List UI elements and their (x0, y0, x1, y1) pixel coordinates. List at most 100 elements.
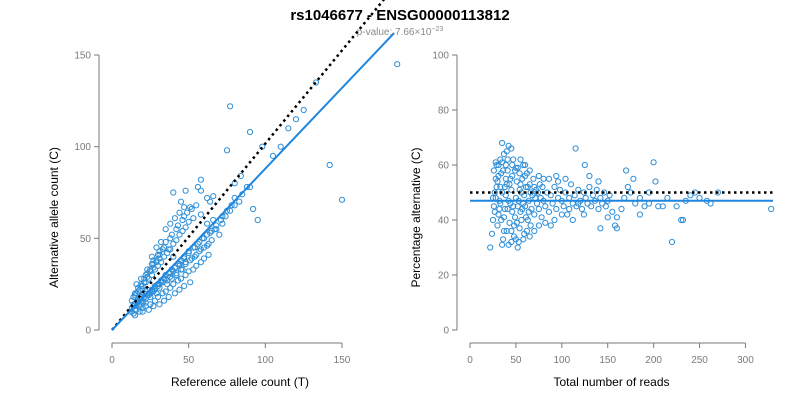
right-data-point (609, 208, 616, 215)
left-data-point (191, 253, 198, 260)
left-data-point (176, 231, 183, 238)
left-data-point (173, 237, 180, 244)
left-data-point (144, 273, 151, 280)
left-data-point (285, 125, 292, 132)
left-data-point (394, 61, 401, 68)
left-data-point (207, 198, 214, 205)
left-data-point (326, 161, 333, 169)
pvalue-exponent: −23 (431, 26, 443, 33)
right-y-tick-label: 80 (438, 106, 450, 117)
left-data-point (227, 207, 234, 214)
left-data-point (246, 128, 254, 136)
left-x-tick-label: 50 (183, 355, 195, 366)
right-data-point (562, 175, 569, 182)
right-data-point (527, 189, 534, 196)
left-data-point (150, 264, 157, 271)
left-data-point (187, 204, 194, 211)
left-data-point (216, 231, 223, 238)
right-data-point (517, 181, 524, 188)
left-fit-line (111, 32, 395, 331)
left-data-point (184, 209, 191, 216)
left-data-point (148, 253, 155, 260)
right-data-point (503, 227, 510, 235)
left-y-tick-label: 100 (74, 142, 91, 153)
left-data-point (133, 281, 140, 288)
right-data-point (495, 172, 502, 180)
right-data-point (678, 216, 685, 224)
left-data-point (179, 216, 186, 224)
left-data-point (219, 220, 226, 227)
left-data-point (188, 255, 195, 262)
right-data-point (493, 161, 500, 169)
left-data-point (204, 231, 211, 238)
left-data-point (133, 306, 140, 313)
left-data-point (170, 240, 177, 247)
right-data-point (580, 211, 588, 218)
right-data-point (687, 192, 694, 199)
left-data-point (165, 246, 172, 253)
left-data-point (156, 301, 163, 308)
left-data-point (197, 259, 204, 266)
left-data-point (139, 308, 146, 315)
right-data-point (490, 167, 497, 174)
left-data-point (182, 260, 189, 268)
left-data-point (292, 116, 300, 123)
right-data-point (497, 183, 504, 191)
left-data-point (154, 282, 162, 290)
right-data-point (588, 203, 595, 210)
right-data-point (547, 222, 554, 229)
right-data-point (613, 214, 621, 221)
left-data-point (174, 277, 181, 284)
left-data-point (185, 218, 192, 225)
left-data-point (213, 222, 220, 229)
left-data-point (173, 270, 180, 277)
left-data-point (130, 310, 137, 317)
left-data-point (150, 257, 157, 264)
left-data-point (135, 284, 142, 291)
right-data-point (525, 208, 532, 215)
right-data-point (571, 192, 578, 199)
left-data-point (187, 279, 194, 286)
left-data-point (151, 286, 158, 293)
left-data-point (182, 224, 189, 231)
left-data-point (197, 187, 204, 194)
right-data-point (522, 161, 529, 169)
right-data-point (520, 161, 527, 169)
right-data-point (513, 219, 520, 226)
right-data-point (547, 192, 554, 199)
left-data-point (177, 266, 185, 273)
right-data-point (589, 192, 597, 199)
right-data-point (613, 225, 621, 232)
left-data-point (176, 286, 183, 293)
right-data-point (500, 150, 508, 158)
right-data-point (535, 172, 543, 180)
left-data-point (159, 246, 166, 253)
left-data-point (196, 248, 203, 255)
right-data-point (510, 203, 517, 210)
left-data-point (217, 216, 224, 224)
right-data-point (553, 172, 560, 180)
right-data-point (535, 222, 543, 229)
left-data-point (176, 260, 183, 268)
left-data-point (177, 275, 185, 282)
right-data-point (545, 208, 553, 215)
right-x-axis-label: Total number of reads (553, 375, 669, 389)
left-data-point (144, 270, 151, 277)
left-data-point (150, 303, 157, 310)
left-data-point (204, 220, 211, 227)
left-x-tick-label: 150 (334, 355, 351, 366)
right-data-point (512, 164, 520, 171)
right-data-point (517, 156, 524, 163)
right-data-point (618, 205, 625, 213)
left-data-point (164, 249, 171, 257)
right-data-point (655, 203, 662, 210)
left-data-point (168, 231, 175, 238)
left-data-point (173, 271, 180, 279)
left-data-point (138, 281, 145, 288)
right-data-point (586, 183, 593, 191)
left-data-point (142, 295, 149, 302)
left-data-point (181, 213, 188, 220)
right-data-point (497, 156, 504, 163)
right-data-point (489, 216, 497, 224)
